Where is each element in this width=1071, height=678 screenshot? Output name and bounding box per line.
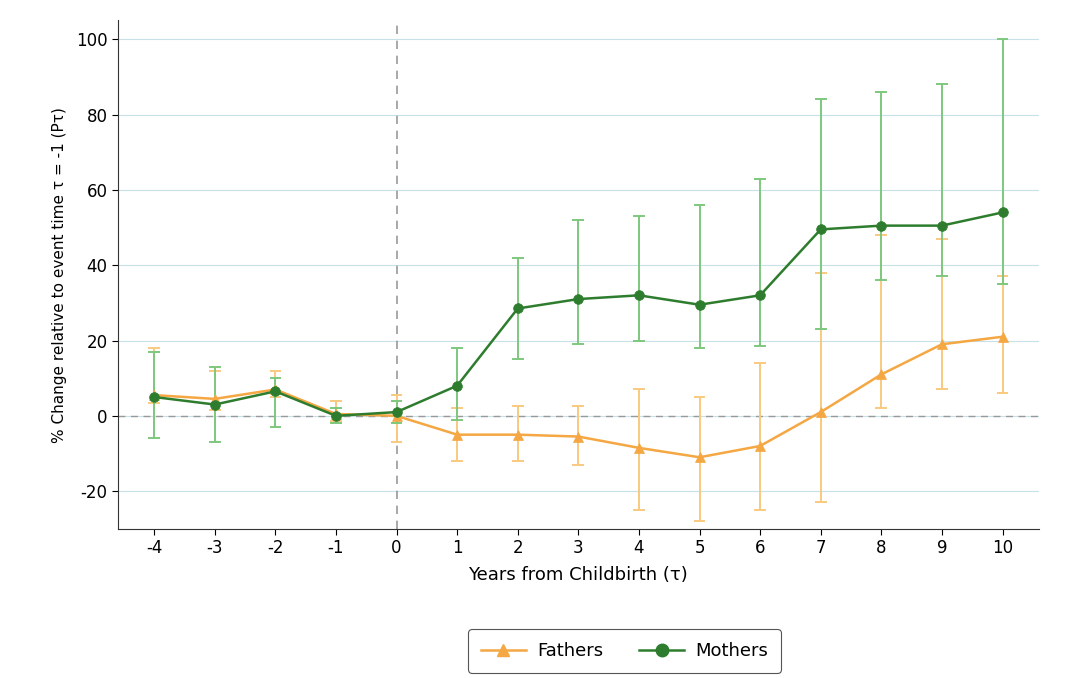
Y-axis label: % Change relative to event time τ = -1 (Pτ): % Change relative to event time τ = -1 (… [52, 106, 67, 443]
X-axis label: Years from Childbirth (τ): Years from Childbirth (τ) [468, 565, 689, 584]
Legend: Fathers, Mothers: Fathers, Mothers [468, 629, 781, 673]
